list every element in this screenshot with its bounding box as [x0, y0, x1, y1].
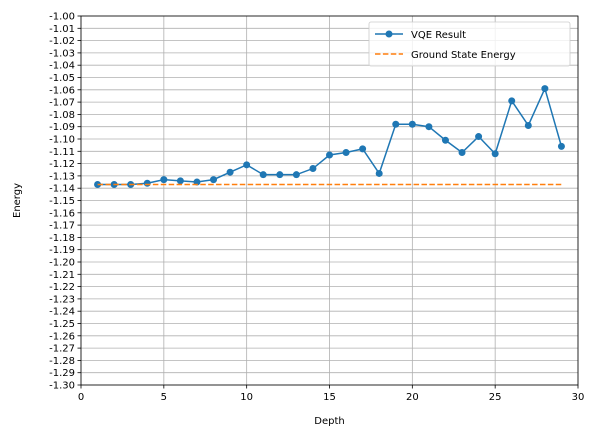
y-tick-label: -1.26 — [49, 331, 75, 342]
y-tick-label: -1.30 — [49, 381, 75, 392]
y-tick-label: -1.27 — [49, 344, 75, 355]
y-tick-label: -1.15 — [49, 196, 75, 207]
ticks: 0 5 10 15 20 25 30-1.00-1.01-1.02-1.03-1.04-1.… — [49, 12, 584, 404]
x-tick-label: 5 — [161, 392, 167, 403]
y-tick-label: -1.29 — [49, 368, 75, 379]
y-tick-label: -1.08 — [49, 110, 75, 121]
y-tick-label: -1.19 — [49, 245, 75, 256]
grid — [80, 15, 579, 386]
y-tick-label: -1.00 — [49, 12, 75, 23]
series-layer — [94, 85, 565, 189]
y-tick-label: -1.14 — [49, 184, 75, 195]
data-point — [441, 136, 449, 144]
data-point — [210, 176, 218, 184]
y-tick-label: -1.21 — [49, 270, 75, 281]
data-point — [326, 151, 333, 159]
y-tick-label: -1.12 — [49, 159, 75, 170]
y-tick-label: -1.25 — [49, 319, 75, 330]
data-point — [475, 133, 483, 141]
data-point — [160, 176, 168, 184]
y-tick-label: -1.02 — [49, 36, 75, 47]
data-point — [309, 165, 317, 173]
y-tick-label: -1.20 — [49, 258, 75, 269]
y-tick-label: -1.10 — [49, 135, 75, 146]
data-point — [491, 150, 499, 158]
x-tick-label: 30 — [572, 392, 585, 403]
data-point — [408, 120, 416, 128]
y-tick-label: -1.18 — [49, 233, 75, 244]
y-tick-label: -1.06 — [49, 85, 75, 96]
x-tick-label: 10 — [240, 392, 253, 403]
legend-marker — [385, 30, 393, 38]
y-tick-label: -1.11 — [49, 147, 75, 158]
x-tick-label: 0 — [78, 392, 84, 403]
y-tick-label: -1.17 — [49, 221, 75, 232]
y-axis-title: Energy — [12, 183, 23, 218]
y-tick-label: -1.05 — [49, 73, 75, 84]
legend: VQE Result Ground State Energy — [368, 21, 571, 67]
data-point — [143, 179, 151, 187]
y-tick-label: -1.04 — [49, 61, 75, 72]
data-point — [259, 171, 267, 179]
legend-box — [368, 21, 571, 67]
data-point — [524, 121, 532, 129]
data-point — [276, 171, 284, 179]
legend-label-1: Ground State Energy — [411, 50, 516, 61]
data-point — [243, 161, 251, 169]
y-tick-label: -1.22 — [49, 282, 75, 293]
legend-label-0: VQE Result — [411, 30, 466, 41]
data-point — [375, 169, 383, 177]
x-axis-title: Depth — [314, 416, 344, 427]
data-point — [458, 149, 466, 157]
data-point — [292, 171, 300, 179]
y-tick-label: -1.16 — [49, 208, 75, 219]
y-tick-label: -1.13 — [49, 171, 75, 182]
data-point — [541, 85, 549, 93]
x-tick-label: 20 — [406, 392, 419, 403]
y-tick-label: -1.07 — [49, 98, 75, 109]
data-point — [226, 168, 234, 176]
y-tick-label: -1.23 — [49, 294, 75, 305]
y-tick-label: -1.03 — [49, 48, 75, 59]
data-point — [508, 97, 516, 105]
data-point — [359, 145, 367, 153]
x-tick-label: 15 — [323, 392, 336, 403]
data-point — [176, 177, 184, 185]
y-tick-label: -1.28 — [49, 356, 75, 367]
data-point — [425, 123, 433, 131]
x-tick-label: 25 — [489, 392, 502, 403]
y-tick-label: -1.24 — [49, 307, 75, 318]
y-tick-label: -1.09 — [49, 122, 75, 133]
data-point — [392, 120, 400, 128]
y-tick-label: -1.01 — [49, 24, 75, 35]
data-point — [342, 149, 350, 157]
data-point — [557, 142, 565, 150]
data-point — [94, 181, 102, 189]
